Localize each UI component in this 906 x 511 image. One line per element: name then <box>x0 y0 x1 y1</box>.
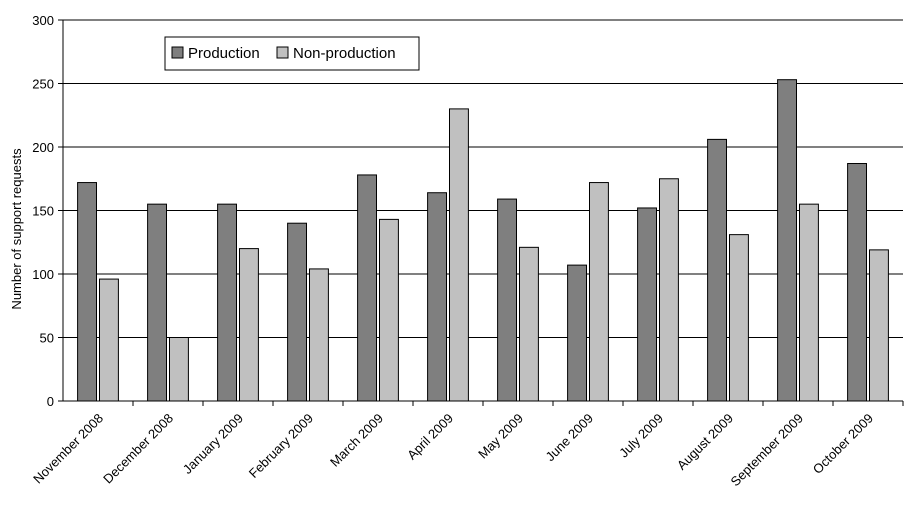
bar-production <box>287 222 308 402</box>
bar-production <box>707 138 727 402</box>
bar-non-production <box>519 246 539 402</box>
x-tick-label: September 2009 <box>728 411 807 490</box>
bar-non-production <box>589 182 609 402</box>
bar-non-production <box>729 234 749 402</box>
x-tick-label: July 2009 <box>616 411 666 461</box>
bar-production <box>847 163 867 402</box>
bar-production <box>357 174 378 402</box>
bar-non-production <box>379 218 399 402</box>
legend-swatch-non-production <box>276 46 289 59</box>
bar-production <box>427 192 448 402</box>
x-tick-label: February 2009 <box>246 411 316 481</box>
x-tick-label: April 2009 <box>404 411 456 463</box>
y-tick-label: 0 <box>47 394 54 409</box>
y-axis-title: Number of support requests <box>9 148 24 310</box>
bar-non-production <box>799 203 819 402</box>
bar-non-production <box>239 248 259 402</box>
legend-label-production: Production <box>188 45 260 62</box>
y-tick-labels: 0 50 100 150 200 250 300 <box>32 13 54 409</box>
bar-production <box>637 207 657 402</box>
bar-non-production <box>309 268 329 402</box>
x-tick-label: January 2009 <box>180 411 246 477</box>
x-tick-label: November 2008 <box>30 411 106 487</box>
x-tick-label: December 2008 <box>100 411 176 487</box>
y-tick-label: 200 <box>32 140 54 155</box>
bar-non-production <box>99 278 119 402</box>
axes <box>58 19 904 406</box>
grid-lines <box>63 19 903 338</box>
bar-production <box>567 264 587 402</box>
y-tick-label: 300 <box>32 13 54 28</box>
bars <box>77 79 889 402</box>
legend-box <box>164 36 420 71</box>
y-tick-label: 250 <box>32 77 54 92</box>
y-tick-label: 150 <box>32 204 54 219</box>
legend-label-non-production: Non-production <box>293 45 396 62</box>
y-tick-label: 50 <box>40 331 54 346</box>
x-tick-label: March 2009 <box>327 411 386 470</box>
x-tick-label: August 2009 <box>674 411 736 473</box>
bar-production <box>147 203 168 402</box>
legend-swatch-production <box>171 46 184 59</box>
bar-production <box>497 198 518 402</box>
bar-non-production <box>169 337 189 402</box>
bar-production <box>217 203 238 402</box>
legend: Production Non-production <box>164 36 420 71</box>
bar-non-production <box>659 178 679 402</box>
x-tick-label: June 2009 <box>543 411 597 465</box>
bar-production <box>777 79 797 402</box>
bar-non-production <box>449 108 469 402</box>
y-tick-label: 100 <box>32 267 54 282</box>
x-tick-label: May 2009 <box>475 411 526 462</box>
x-tick-label: October 2009 <box>810 411 876 477</box>
bar-non-production <box>869 249 889 402</box>
bar-production <box>77 182 97 402</box>
